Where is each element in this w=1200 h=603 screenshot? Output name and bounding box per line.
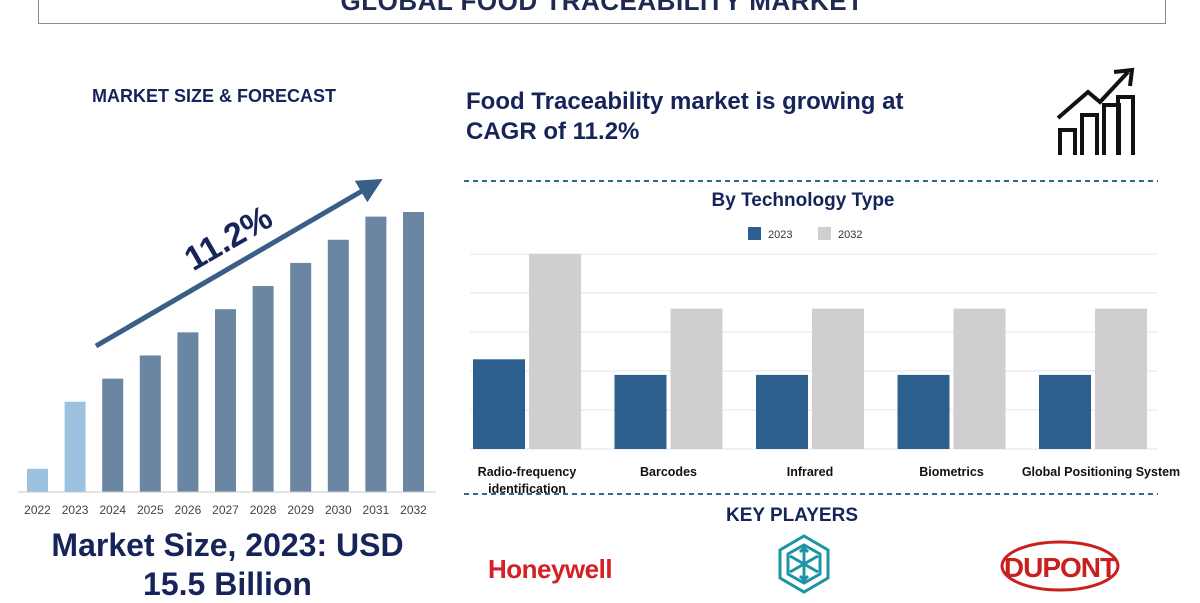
tech-category-label-0: Radio-frequency — [478, 465, 577, 479]
title-box: GLOBAL FOOD TRACEABILITY MARKET — [38, 0, 1166, 24]
tech-category-labels: Radio-frequency identification Barcodes Inf… — [478, 465, 1181, 496]
forecast-tick-2029: 2029 — [287, 503, 314, 517]
market-size-line1: Market Size, 2023: USD — [51, 527, 404, 563]
tech-category-label-0-b: identification — [488, 482, 566, 496]
legend-label-2032: 2032 — [838, 229, 862, 241]
forecast-tick-2031: 2031 — [363, 503, 390, 517]
forecast-bar-2026 — [177, 332, 199, 492]
forecast-bar-2032 — [403, 212, 424, 492]
forecast-tick-2027: 2027 — [212, 503, 239, 517]
forecast-tick-2030: 2030 — [325, 503, 352, 517]
tech-bar-2023-0 — [473, 359, 525, 449]
dupont-wordmark: DUPONT — [1004, 552, 1117, 583]
forecast-bar-2022 — [27, 468, 48, 492]
tech-bar-2023-2 — [756, 374, 808, 449]
tech-legend: 2023 2032 — [748, 227, 862, 241]
legend-swatch-2023 — [748, 227, 761, 240]
headline-line2: CAGR of 11.2% — [466, 118, 640, 145]
tech-chart-title: By Technology Type — [712, 190, 895, 211]
forecast-bars — [27, 212, 424, 492]
honeywell-logo: Honeywell — [488, 554, 612, 584]
forecast-bar-2025 — [139, 355, 161, 492]
tech-bar-2032-4 — [1095, 308, 1147, 449]
tech-bar-2032-0 — [529, 254, 581, 449]
tech-bar-2023-3 — [897, 374, 950, 449]
tech-bar-2032-2 — [812, 308, 864, 449]
forecast-tick-2032: 2032 — [400, 503, 427, 517]
forecast-tick-2025: 2025 — [137, 503, 164, 517]
forecast-tick-2028: 2028 — [250, 503, 277, 517]
headline-line1: Food Traceability market is growing at — [466, 88, 904, 115]
growth-chart-icon — [1056, 67, 1135, 155]
cube-logo-icon — [778, 534, 830, 594]
market-size-line2: 15.5 Billion — [143, 566, 312, 602]
page-title: GLOBAL FOOD TRACEABILITY MARKET — [340, 0, 864, 16]
forecast-bar-2028 — [252, 286, 274, 492]
tech-category-label-2: Infrared — [787, 465, 834, 479]
forecast-bar-2024 — [102, 378, 124, 492]
forecast-bar-2031 — [365, 216, 387, 492]
forecast-tick-2023: 2023 — [62, 503, 89, 517]
tech-category-label-4: Global Positioning System — [1022, 465, 1180, 479]
forecast-bar-2030 — [327, 239, 349, 492]
tech-category-label-1: Barcodes — [640, 465, 697, 479]
forecast-tick-2022: 2022 — [24, 503, 51, 517]
dupont-logo: DUPONT — [1000, 540, 1120, 592]
tech-bar-2023-4 — [1039, 374, 1091, 449]
tech-category-label-3: Biometrics — [919, 465, 984, 479]
key-players-heading: KEY PLAYERS — [726, 505, 858, 526]
cagr-arrow — [94, 178, 383, 349]
forecast-ticks: 2022 2023 2024 2025 2026 2027 2028 2029 2030 2031… — [24, 503, 427, 517]
forecast-tick-2026: 2026 — [175, 503, 202, 517]
forecast-tick-2024: 2024 — [99, 503, 126, 517]
tech-bars — [473, 254, 1147, 449]
tech-bar-2023-1 — [614, 374, 667, 449]
legend-swatch-2032 — [818, 227, 831, 240]
forecast-bar-2029 — [290, 262, 312, 492]
legend-label-2023: 2023 — [768, 229, 792, 241]
forecast-bar-2027 — [215, 309, 236, 492]
market-size-heading: MARKET SIZE & FORECAST — [92, 86, 337, 106]
forecast-bar-2023 — [64, 401, 86, 492]
tech-bar-2032-3 — [953, 308, 1006, 449]
tech-bar-2032-1 — [670, 308, 723, 449]
